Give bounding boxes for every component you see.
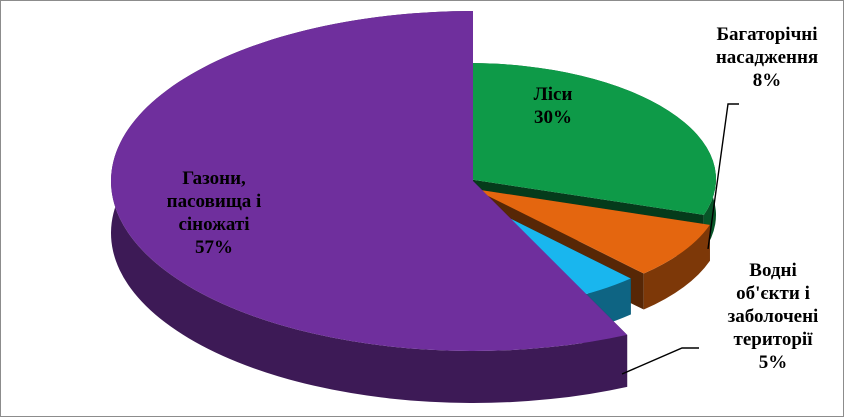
- slice-0-top: [468, 63, 716, 215]
- slice-1-top: [474, 189, 710, 274]
- slice-3-label-line: 57%: [195, 237, 233, 258]
- slice-2-label-line: Водні: [749, 260, 796, 281]
- slice-2-label: Водні об'єкти і заболочені території 5%: [728, 260, 819, 373]
- slice-2-leader-line: [621, 347, 699, 375]
- slice-0-label: Ліси 30%: [534, 84, 573, 128]
- slice-2-label-line: 5%: [759, 352, 788, 373]
- slice-1-label-line: Багаторічні: [716, 24, 817, 45]
- slice-3-label: Газони, пасовища і сіножаті 57%: [167, 168, 262, 258]
- slice-3-label-line: пасовища і: [167, 191, 262, 212]
- slice-3-label-line: Газони,: [182, 168, 246, 189]
- slice-2-label-line: території: [734, 329, 814, 350]
- slice-0-label-line: Ліси: [534, 84, 573, 105]
- slice-2-label-line: заболочені: [728, 306, 819, 327]
- slice-2-label-line: об'єкти і: [736, 283, 810, 304]
- slice-1-label-line: 8%: [753, 70, 782, 91]
- slice-1-label-line: насадження: [716, 47, 818, 68]
- slice-1-label: Багаторічні насадження 8%: [716, 24, 818, 91]
- slice-3-label-line: сіножаті: [178, 214, 249, 235]
- slice-0-label-line: 30%: [534, 107, 572, 128]
- slice-3-side: [110, 11, 628, 403]
- slice-3-top: [110, 11, 628, 351]
- slice-1-side: [643, 224, 710, 310]
- slice-1-leader-line: [707, 103, 739, 250]
